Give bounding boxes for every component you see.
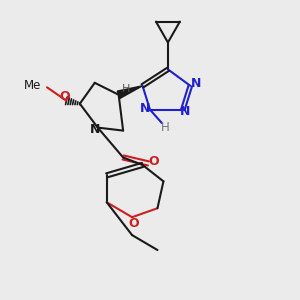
Text: O: O xyxy=(148,154,159,167)
Text: O: O xyxy=(128,217,139,230)
Text: N: N xyxy=(180,105,190,118)
Polygon shape xyxy=(117,86,142,98)
Text: O: O xyxy=(60,90,70,103)
Text: N: N xyxy=(90,123,100,136)
Text: N: N xyxy=(140,102,150,115)
Text: H: H xyxy=(160,121,169,134)
Text: Me: Me xyxy=(24,79,41,92)
Text: N: N xyxy=(190,77,201,90)
Text: H: H xyxy=(122,84,130,94)
